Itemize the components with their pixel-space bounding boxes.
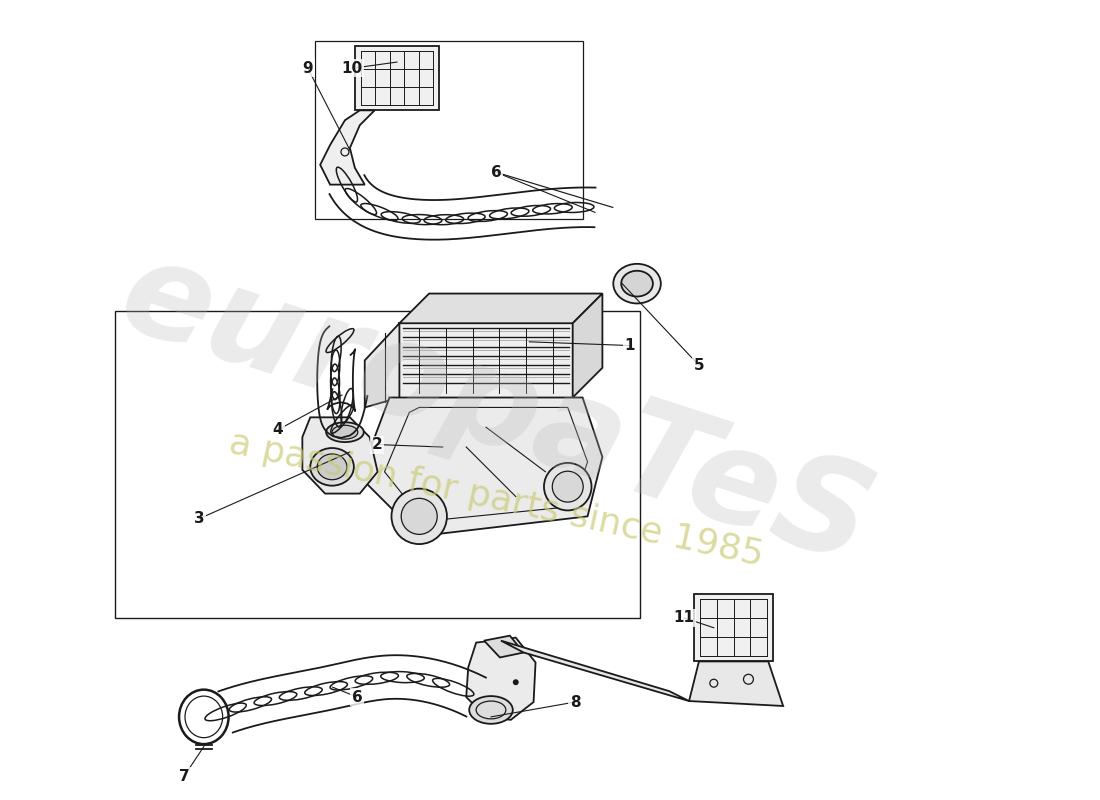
Text: 2: 2 <box>372 437 383 452</box>
Text: 5: 5 <box>694 358 704 373</box>
Circle shape <box>544 463 592 510</box>
Text: 6: 6 <box>352 690 363 705</box>
Text: 7: 7 <box>178 769 189 784</box>
Polygon shape <box>302 418 377 494</box>
Circle shape <box>513 679 519 685</box>
Polygon shape <box>466 638 536 720</box>
Text: 9: 9 <box>302 61 313 76</box>
Ellipse shape <box>317 454 346 480</box>
Ellipse shape <box>614 264 661 303</box>
Polygon shape <box>689 662 783 706</box>
Ellipse shape <box>326 422 364 442</box>
Text: 6: 6 <box>491 165 502 180</box>
Text: 11: 11 <box>673 610 694 626</box>
Text: 3: 3 <box>194 511 205 526</box>
Polygon shape <box>399 294 603 323</box>
Bar <box>114 311 639 618</box>
Polygon shape <box>500 641 689 701</box>
Polygon shape <box>573 294 603 398</box>
Text: 1: 1 <box>625 338 635 353</box>
Circle shape <box>552 471 583 502</box>
Bar <box>355 46 439 110</box>
Polygon shape <box>320 110 375 185</box>
Ellipse shape <box>470 696 513 724</box>
Text: europaTeS: europaTeS <box>106 229 887 591</box>
Polygon shape <box>399 323 573 398</box>
Ellipse shape <box>621 270 653 297</box>
Text: 4: 4 <box>273 422 284 438</box>
Ellipse shape <box>310 448 354 486</box>
Text: a passion for parts since 1985: a passion for parts since 1985 <box>226 426 767 572</box>
Bar <box>694 594 773 662</box>
Circle shape <box>402 498 437 534</box>
Polygon shape <box>484 636 524 658</box>
Polygon shape <box>365 323 399 407</box>
Ellipse shape <box>332 426 358 439</box>
Bar <box>316 41 583 219</box>
Polygon shape <box>360 398 603 536</box>
Text: 8: 8 <box>570 694 581 710</box>
Circle shape <box>392 489 447 544</box>
Text: 10: 10 <box>342 61 363 76</box>
